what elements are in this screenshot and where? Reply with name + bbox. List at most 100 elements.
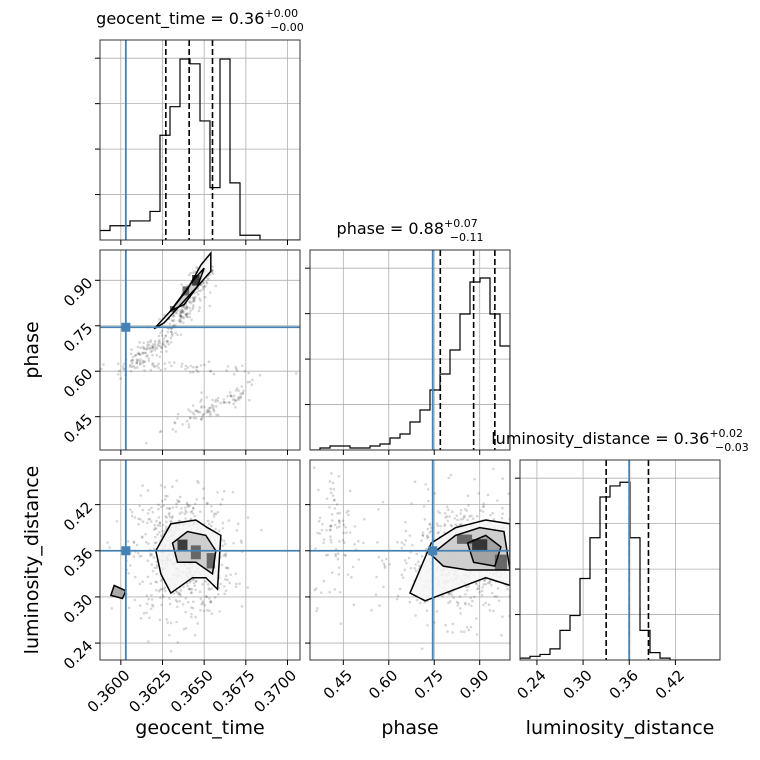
sample-point [225,369,228,372]
sample-point [222,585,226,588]
sample-point [155,588,158,592]
sample-point [457,601,460,605]
sample-point [338,519,341,523]
sample-point [208,609,211,613]
contour-line-2 [466,534,502,568]
sample-point [185,312,189,316]
sample-point [163,362,167,365]
title-luminosity_distance: luminosity_distance = 0.36+0.02 −0.03 [491,427,749,454]
sample-point [219,582,223,586]
sample-point [192,507,195,510]
sample-point [331,494,335,497]
sample-point [198,410,202,414]
sample-point [174,323,177,327]
sample-point [493,595,497,598]
sample-point [342,531,345,535]
sample-point [165,520,168,524]
sample-point [179,317,182,321]
sample-point [189,510,193,514]
sample-point [467,585,470,588]
sample-point [171,314,175,318]
sample-point [562,570,565,573]
sample-point [178,592,182,596]
sample-point [106,541,109,544]
sample-point [184,509,187,512]
sample-point [175,502,178,505]
sample-point [164,334,168,337]
sample-point [445,515,449,518]
sample-point [192,581,196,585]
sample-point [168,361,171,364]
sample-point [185,307,188,311]
sample-point [146,345,149,349]
sample-point [207,587,211,590]
sample-point [157,503,160,507]
sample-point [208,304,212,308]
sample-point [153,523,156,527]
sample-point [338,525,341,528]
sample-point [147,357,151,360]
density-peak [177,539,188,552]
sample-point [145,355,148,358]
sample-point [181,309,184,312]
sample-point [149,520,153,523]
sample-point [225,566,229,570]
sample-point [229,394,233,398]
sample-point [212,404,215,408]
sample-point [516,570,519,573]
sample-point [328,524,332,528]
sample-point [222,401,226,404]
sample-point [214,400,217,403]
sample-point [396,594,400,598]
sample-point [160,587,163,591]
sample-point [149,552,152,556]
sample-point [207,360,211,364]
sample-point [403,559,407,562]
sample-point [135,366,139,369]
sample-point [161,499,164,503]
sample-point [143,360,147,363]
sample-point [163,367,167,371]
sample-point [314,547,317,550]
sample-point [422,505,426,508]
sample-point [421,534,425,537]
sample-point [187,300,191,304]
sample-point [76,355,79,358]
sample-point [165,618,168,621]
sample-point [239,539,243,543]
sample-point [475,617,478,620]
sample-point [175,505,178,509]
sample-point [482,502,485,505]
sample-point [191,305,195,309]
sample-point [458,606,462,610]
sample-point [190,612,193,616]
histogram-luminosity_distance [520,481,720,660]
sample-point [490,583,493,587]
sample-point [170,364,173,368]
sample-point [492,609,495,613]
sample-point [146,512,150,515]
sample-point [214,527,217,531]
sample-point [195,290,199,294]
sample-point [229,573,232,577]
sample-point [185,501,189,505]
sample-point [216,396,220,400]
sample-point [234,582,238,586]
sample-point [216,413,220,417]
sample-point [330,571,334,574]
sample-point [172,361,176,364]
sample-point [190,318,193,322]
sample-point [143,347,146,350]
sample-point [335,503,339,506]
sample-point [200,405,203,408]
sample-point [156,533,159,536]
sample-point [200,602,203,606]
sample-point [479,509,482,512]
sample-point [451,622,455,626]
sample-point [418,564,421,567]
sample-point [427,499,430,503]
sample-point [151,605,155,608]
sample-point [139,346,143,350]
sample-point [196,410,200,414]
contour-line-1 [430,526,510,571]
